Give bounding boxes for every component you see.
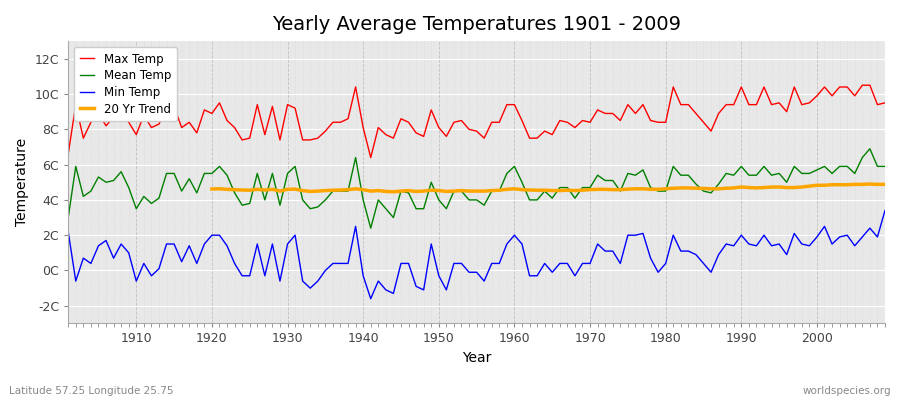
Mean Temp <box>517 180 527 185</box>
Mean Temp <box>865 146 876 151</box>
Max Temp <box>123 120 134 125</box>
X-axis label: Year: Year <box>462 351 491 365</box>
Mean Temp <box>608 178 618 183</box>
Max Temp <box>63 152 74 156</box>
20 Yr Trend <box>297 188 308 193</box>
Min Temp <box>63 229 74 234</box>
Min Temp <box>335 261 346 266</box>
Min Temp <box>290 233 301 238</box>
Min Temp <box>608 249 618 254</box>
Mean Temp <box>123 185 134 190</box>
Line: Min Temp: Min Temp <box>68 210 885 299</box>
Max Temp <box>365 155 376 160</box>
Mean Temp <box>335 189 346 194</box>
Max Temp <box>517 118 527 123</box>
Mean Temp <box>509 164 520 169</box>
Mean Temp <box>290 164 301 169</box>
Title: Yearly Average Temperatures 1901 - 2009: Yearly Average Temperatures 1901 - 2009 <box>272 15 681 34</box>
Max Temp <box>857 83 868 88</box>
Max Temp <box>879 100 890 105</box>
Mean Temp <box>879 164 890 169</box>
Min Temp <box>365 296 376 301</box>
Legend: Max Temp, Mean Temp, Min Temp, 20 Yr Trend: Max Temp, Mean Temp, Min Temp, 20 Yr Tre… <box>74 47 177 122</box>
Max Temp <box>509 102 520 107</box>
Y-axis label: Temperature: Temperature <box>15 138 29 226</box>
Mean Temp <box>365 226 376 230</box>
20 Yr Trend <box>418 189 429 194</box>
Line: Max Temp: Max Temp <box>68 85 885 158</box>
Text: worldspecies.org: worldspecies.org <box>803 386 891 396</box>
Min Temp <box>509 233 520 238</box>
20 Yr Trend <box>206 186 217 191</box>
20 Yr Trend <box>774 185 785 190</box>
20 Yr Trend <box>788 185 799 190</box>
Max Temp <box>608 111 618 116</box>
20 Yr Trend <box>388 189 399 194</box>
Min Temp <box>517 242 527 246</box>
Max Temp <box>290 106 301 110</box>
Min Temp <box>123 250 134 255</box>
Line: Mean Temp: Mean Temp <box>68 149 885 228</box>
Text: Latitude 57.25 Longitude 25.75: Latitude 57.25 Longitude 25.75 <box>9 386 174 396</box>
Mean Temp <box>63 215 74 220</box>
20 Yr Trend <box>857 182 868 187</box>
20 Yr Trend <box>865 182 876 186</box>
Min Temp <box>879 208 890 213</box>
Line: 20 Yr Trend: 20 Yr Trend <box>212 184 885 192</box>
20 Yr Trend <box>683 186 694 190</box>
Max Temp <box>335 120 346 125</box>
20 Yr Trend <box>879 182 890 187</box>
